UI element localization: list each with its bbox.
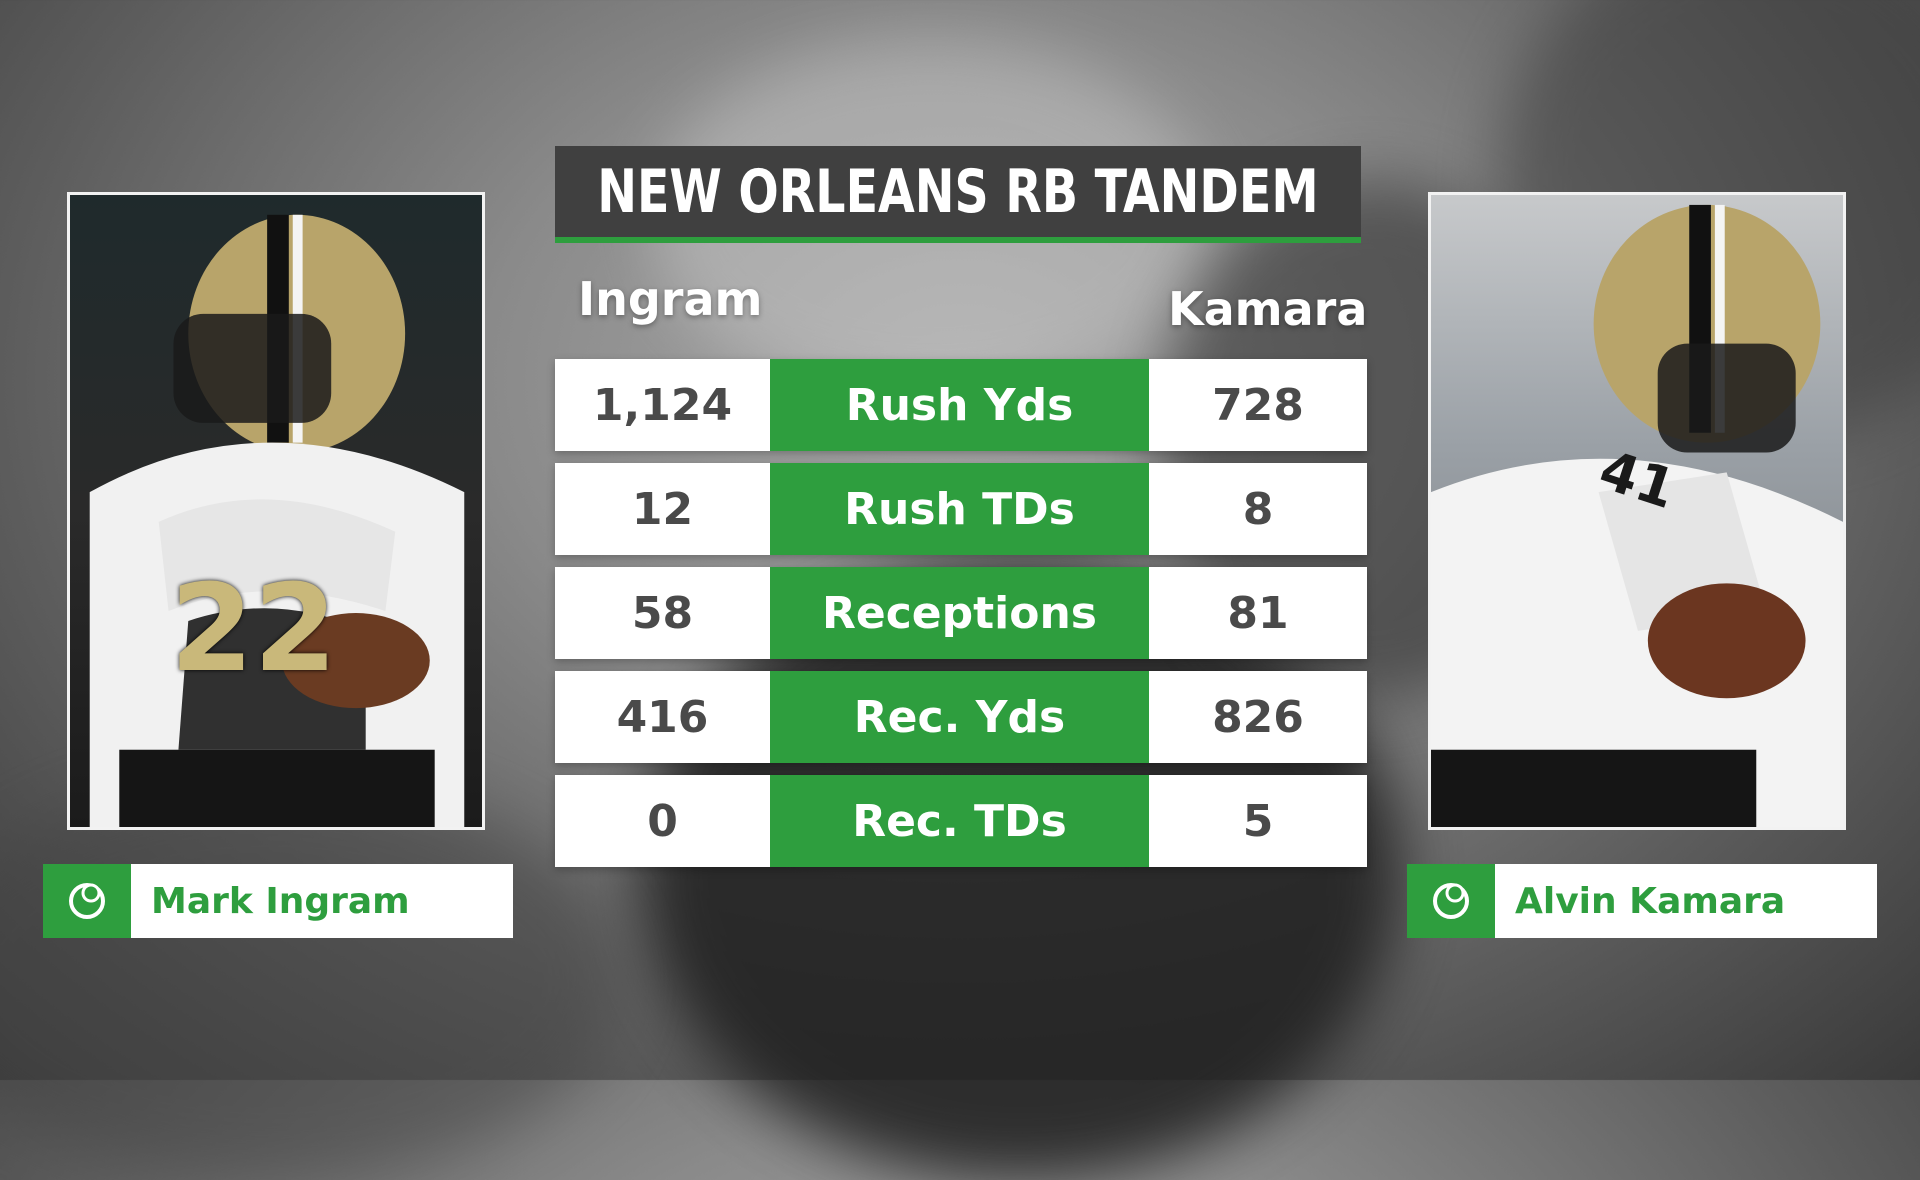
- stat-row-receptions: 58 Receptions 81: [555, 567, 1367, 659]
- background-blur: [0, 780, 620, 1180]
- player-name-right: Alvin Kamara: [1515, 880, 1786, 922]
- stat-row-rush-tds: 12 Rush TDs 8: [555, 463, 1367, 555]
- player-name-left: Mark Ingram: [151, 880, 410, 922]
- sportsline-logo-icon: [1407, 864, 1495, 938]
- stat-value-left: 12: [555, 463, 770, 555]
- stat-value-right: 8: [1149, 463, 1367, 555]
- player-name-tag-right: Alvin Kamara: [1407, 864, 1877, 938]
- stat-value-right: 81: [1149, 567, 1367, 659]
- stat-label: Rec. TDs: [770, 775, 1149, 867]
- player-photo-right: [1428, 192, 1846, 830]
- title-banner: NEW ORLEANS RB TANDEM: [555, 146, 1361, 243]
- player-name-tag-left: Mark Ingram: [43, 864, 513, 938]
- jersey-number-left: 22: [170, 560, 337, 699]
- stat-value-right: 826: [1149, 671, 1367, 763]
- stat-value-left: 416: [555, 671, 770, 763]
- stat-row-rush-yds: 1,124 Rush Yds 728: [555, 359, 1367, 451]
- stats-table: 1,124 Rush Yds 728 12 Rush TDs 8 58 Rece…: [555, 359, 1367, 879]
- stat-row-rec-tds: 0 Rec. TDs 5: [555, 775, 1367, 867]
- column-header-right: Kamara: [1168, 282, 1368, 336]
- page-title: NEW ORLEANS RB TANDEM: [597, 156, 1319, 227]
- stat-value-right: 5: [1149, 775, 1367, 867]
- stat-value-left: 1,124: [555, 359, 770, 451]
- stat-row-rec-yds: 416 Rec. Yds 826: [555, 671, 1367, 763]
- column-header-left: Ingram: [578, 272, 763, 326]
- stat-label: Rush Yds: [770, 359, 1149, 451]
- stat-value-left: 58: [555, 567, 770, 659]
- stat-label: Rec. Yds: [770, 671, 1149, 763]
- sportsline-logo-icon: [43, 864, 131, 938]
- stat-value-right: 728: [1149, 359, 1367, 451]
- stat-value-left: 0: [555, 775, 770, 867]
- stat-label: Receptions: [770, 567, 1149, 659]
- stat-label: Rush TDs: [770, 463, 1149, 555]
- player-photo-left: [67, 192, 485, 830]
